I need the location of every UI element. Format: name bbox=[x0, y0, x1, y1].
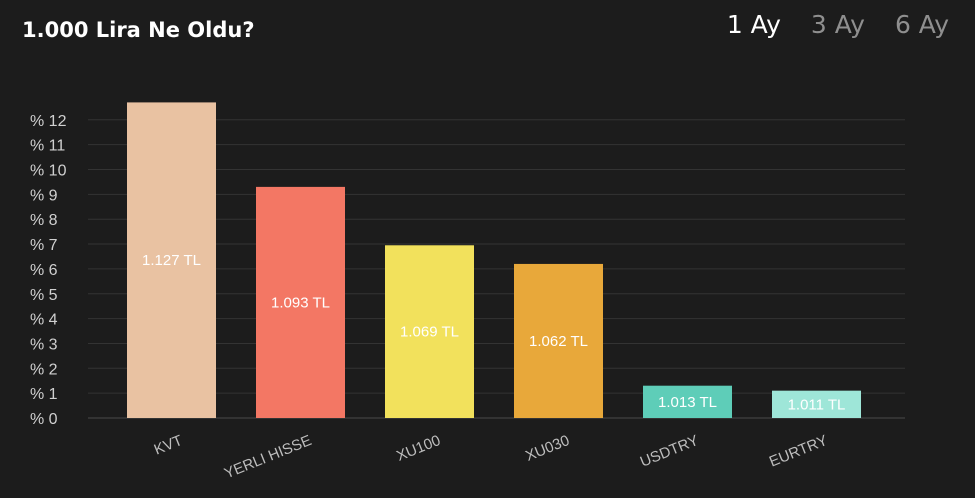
chart-title: 1.000 Lira Ne Oldu? bbox=[22, 18, 255, 42]
x-tick-label: XU100 bbox=[394, 432, 443, 465]
y-tick-label: % 2 bbox=[30, 361, 58, 378]
bar-kvt[interactable] bbox=[127, 102, 216, 418]
bar-value-label: 1.127 TL bbox=[142, 252, 201, 269]
bar-usdtry[interactable] bbox=[643, 385, 732, 418]
period-tabs: 1 Ay 3 Ay 6 Ay bbox=[727, 10, 949, 39]
bar-xu100[interactable] bbox=[385, 245, 474, 418]
tab-6-ay[interactable]: 6 Ay bbox=[894, 10, 949, 39]
y-tick-label: % 9 bbox=[30, 187, 58, 204]
bar-value-label: 1.069 TL bbox=[400, 324, 459, 341]
bar-value-label: 1.013 TL bbox=[658, 394, 717, 411]
bars bbox=[127, 102, 861, 418]
bar-value-label: 1.093 TL bbox=[271, 294, 330, 311]
x-tick-label: YERLI HISSE bbox=[222, 432, 314, 482]
y-tick-label: % 5 bbox=[30, 287, 58, 304]
y-axis: % 0 % 1 % 2 % 3 % 4 % 5 % 6 % 7 % 8 % 9 % 10 % 11 % … bbox=[30, 113, 67, 428]
y-tick-label: % 8 bbox=[30, 212, 58, 229]
y-tick-label: % 6 bbox=[30, 262, 58, 279]
bar-value-label: 1.011 TL bbox=[788, 396, 846, 413]
value-labels: 1.127 TL 1.093 TL 1.069 TL 1.062 TL 1.013 TL… bbox=[142, 252, 845, 413]
y-tick-label: % 12 bbox=[30, 113, 67, 130]
x-tick-label: EURTRY bbox=[767, 432, 830, 471]
y-tick-label: % 4 bbox=[30, 312, 58, 329]
bar-xu030[interactable] bbox=[514, 263, 603, 418]
tab-1-ay[interactable]: 1 Ay bbox=[726, 10, 781, 39]
bar-value-label: 1.062 TL bbox=[529, 333, 588, 350]
x-tick-label: USDTRY bbox=[638, 432, 701, 471]
bar-yerli-hisse[interactable] bbox=[256, 186, 345, 418]
grid-lines bbox=[88, 119, 905, 419]
y-tick-label: % 10 bbox=[30, 163, 67, 180]
x-axis: KVT YERLI HISSE XU100 XU030 USDTRY EURTRY bbox=[152, 432, 830, 482]
y-tick-label: % 7 bbox=[30, 237, 58, 254]
y-tick-label: % 3 bbox=[30, 336, 58, 353]
x-tick-label: KVT bbox=[152, 432, 185, 459]
y-tick-label: % 11 bbox=[30, 138, 65, 155]
tab-3-ay[interactable]: 3 Ay bbox=[810, 10, 865, 39]
x-tick-label: XU030 bbox=[523, 432, 572, 465]
y-tick-label: % 1 bbox=[30, 386, 58, 403]
bar-eurtry[interactable] bbox=[772, 390, 861, 418]
y-tick-label: % 0 bbox=[30, 411, 58, 428]
